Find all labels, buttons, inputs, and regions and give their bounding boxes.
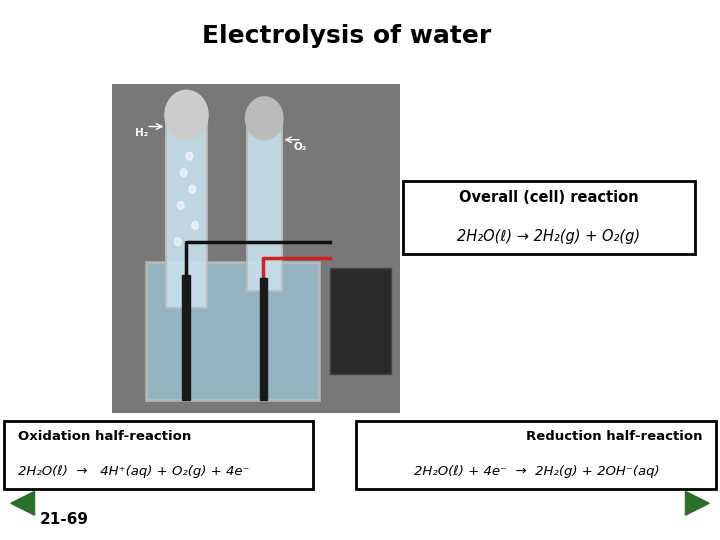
Text: O₂: O₂ bbox=[293, 141, 306, 152]
Text: 2H₂O(ℓ) → 2H₂(g) + O₂(g): 2H₂O(ℓ) → 2H₂(g) + O₂(g) bbox=[457, 228, 641, 244]
FancyBboxPatch shape bbox=[247, 120, 282, 291]
Text: Overall (cell) reaction: Overall (cell) reaction bbox=[459, 190, 639, 205]
Circle shape bbox=[246, 97, 283, 140]
Text: 2H₂O(ℓ) + 4e⁻  →  2H₂(g) + 2OH⁻(aq): 2H₂O(ℓ) + 4e⁻ → 2H₂(g) + 2OH⁻(aq) bbox=[413, 465, 660, 478]
Text: Oxidation half-reaction: Oxidation half-reaction bbox=[18, 430, 192, 443]
FancyBboxPatch shape bbox=[403, 181, 695, 254]
Circle shape bbox=[186, 152, 193, 160]
FancyBboxPatch shape bbox=[330, 268, 391, 374]
Circle shape bbox=[177, 201, 184, 210]
Circle shape bbox=[180, 168, 187, 177]
Text: Electrolysis of water: Electrolysis of water bbox=[202, 24, 491, 48]
Text: 21-69: 21-69 bbox=[40, 511, 89, 526]
Bar bbox=[260, 278, 267, 400]
Polygon shape bbox=[11, 491, 35, 515]
Polygon shape bbox=[685, 491, 709, 515]
Circle shape bbox=[174, 238, 181, 246]
Bar bbox=[182, 275, 190, 400]
FancyBboxPatch shape bbox=[166, 117, 207, 308]
Circle shape bbox=[192, 221, 199, 229]
Text: Reduction half-reaction: Reduction half-reaction bbox=[526, 430, 702, 443]
Circle shape bbox=[165, 90, 208, 140]
Circle shape bbox=[189, 185, 196, 193]
Text: H₂: H₂ bbox=[135, 129, 148, 138]
FancyBboxPatch shape bbox=[4, 421, 313, 489]
FancyBboxPatch shape bbox=[356, 421, 716, 489]
Text: 2H₂O(ℓ)  →   4H⁺(aq) + O₂(g) + 4e⁻: 2H₂O(ℓ) → 4H⁺(aq) + O₂(g) + 4e⁻ bbox=[18, 465, 250, 478]
FancyBboxPatch shape bbox=[146, 261, 319, 400]
FancyBboxPatch shape bbox=[112, 84, 400, 413]
